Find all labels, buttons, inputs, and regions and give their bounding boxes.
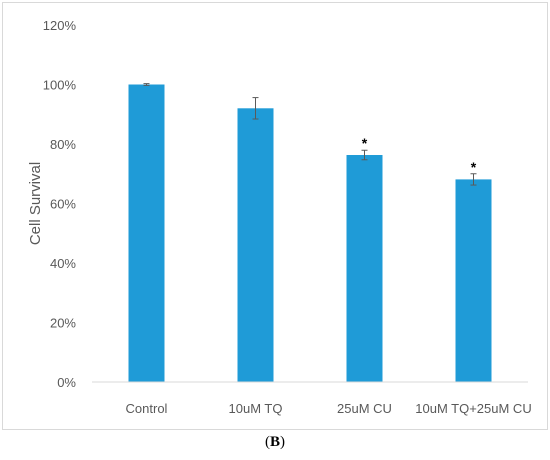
- significance-markers: **: [362, 135, 477, 175]
- significance-marker: *: [471, 159, 477, 175]
- x-tick-label: 25uM CU: [337, 401, 392, 416]
- y-axis-label: Cell Survival: [27, 162, 44, 245]
- error-bar: [143, 83, 150, 86]
- significance-marker: *: [362, 135, 368, 151]
- x-tick-label: 10uM TQ+25uM CU: [415, 401, 531, 416]
- error-bars: [143, 83, 477, 186]
- bar: [346, 155, 383, 382]
- error-bar: [361, 149, 368, 161]
- y-tick-label: 0%: [57, 375, 76, 390]
- panel-label-letter: B: [269, 434, 280, 450]
- y-tick-label: 80%: [50, 137, 76, 152]
- error-bar: [252, 97, 259, 120]
- x-axis-tick-labels: Control 10uM TQ 25uM CU 10uM TQ+25uM CU: [126, 401, 532, 416]
- bar-chart: Cell Survival 0%20%40%60%80%100%120% ** …: [27, 18, 532, 416]
- bar: [128, 84, 165, 382]
- panel-label-open: (: [264, 434, 270, 450]
- x-tick-label: 10uM TQ: [229, 401, 283, 416]
- panel-label: (B): [0, 434, 550, 451]
- y-tick-label: 100%: [43, 78, 77, 93]
- bar: [237, 108, 274, 383]
- error-bar: [470, 173, 477, 186]
- bar: [455, 179, 492, 382]
- y-tick-label: 120%: [43, 18, 77, 33]
- panel-label-close: ): [280, 434, 285, 450]
- y-tick-label: 60%: [50, 197, 76, 212]
- y-tick-label: 40%: [50, 256, 76, 271]
- x-tick-label: Control: [126, 401, 168, 416]
- y-axis-tick-labels: 0% 20% 40% 60% 80% 100% 120%: [43, 18, 77, 390]
- y-tick-label: 20%: [50, 316, 76, 331]
- bar-series: [128, 84, 492, 383]
- y-axis-label-group: Cell Survival: [27, 162, 44, 245]
